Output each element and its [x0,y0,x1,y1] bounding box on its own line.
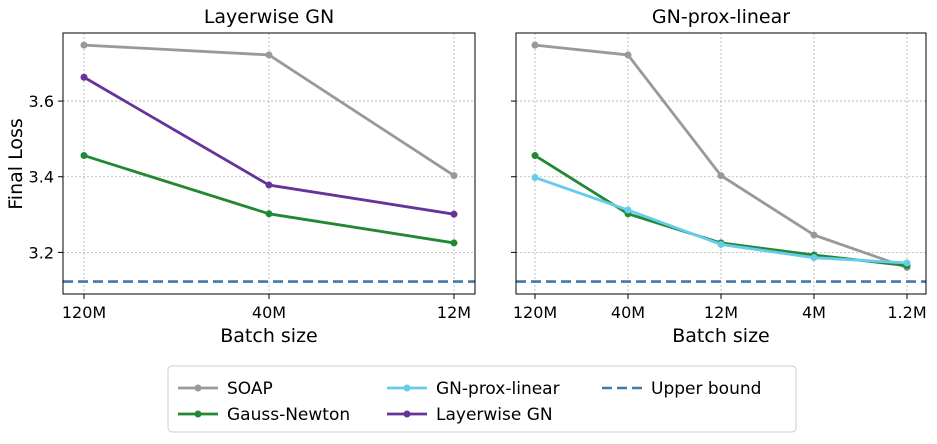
data-point [810,231,818,239]
legend-label: SOAP [227,379,273,399]
series-soap [80,41,458,180]
series-layerwise-gn [80,73,458,218]
ticks: 3.2 3.4 3.6 120M 40M 12M [29,92,472,322]
data-point [450,172,458,180]
x-tick-label: 12M [704,303,738,322]
legend-item-gauss-newton: Gauss-Newton [178,405,350,425]
series-gauss-newton [80,152,458,247]
x-tick-label: 120M [62,303,106,322]
data-point [80,73,88,81]
data-point [450,210,458,218]
y-tick-label: 3.4 [29,168,54,187]
y-axis-label: Final Loss [5,118,27,210]
legend-label: Gauss-Newton [227,405,350,425]
legend-item-soap: SOAP [178,379,273,399]
data-point [265,210,273,218]
y-tick-label: 3.6 [29,92,54,111]
x-tick-label: 4M [802,303,826,322]
data-point [717,172,725,180]
data-point [624,51,632,59]
data-point [624,206,632,214]
panel-gn-prox-linear: GN-prox-linear Batch size 120M 40M 12M 4M 1.… [511,6,927,347]
data-point [265,181,273,189]
data-point [717,240,725,248]
x-tick-label: 40M [252,303,286,322]
legend-marker [403,384,411,392]
x-tick-label: 1.2M [887,303,926,322]
ticks: 120M 40M 12M 4M 1.2M [511,100,927,322]
x-tick-label: 120M [513,303,557,322]
axes-frame [62,32,476,295]
panel-title: GN-prox-linear [652,6,790,28]
axes-frame [515,32,927,295]
data-point [531,41,539,49]
data-point [80,152,88,160]
legend-marker [194,384,202,392]
data-point [531,152,539,160]
data-point [810,254,818,262]
legend-item-upper-bound: Upper bound [602,379,761,399]
data-point [531,173,539,181]
x-axis-label: Batch size [672,325,770,347]
legend: SOAP Gauss-Newton GN-prox-linear Layerwise … [167,365,797,433]
panel-layerwise-gn: Layerwise GN Batch size Final Loss 3.23.… [5,6,476,347]
data-point [450,239,458,247]
data-point [265,51,273,59]
legend-frame [167,365,797,433]
legend-label: GN-prox-linear [436,379,560,399]
legend-item-gn-prox-linear: GN-prox-linear [387,379,560,399]
x-tick-label: 12M [437,303,471,322]
legend-marker [403,410,411,418]
legend-label: Upper bound [651,379,761,399]
x-axis-label: Batch size [220,325,318,347]
series-soap [531,41,911,272]
grid [63,33,475,294]
x-tick-label: 40M [611,303,645,322]
legend-item-layerwise-gn: Layerwise GN [387,405,553,425]
legend-label: Layerwise GN [436,405,553,425]
data-point [80,41,88,49]
legend-marker [194,410,202,418]
y-tick-label: 3.2 [29,243,54,262]
grid [516,33,926,294]
data-point [903,259,911,267]
panel-title: Layerwise GN [204,6,334,28]
series-gn-prox-linear [531,173,911,267]
